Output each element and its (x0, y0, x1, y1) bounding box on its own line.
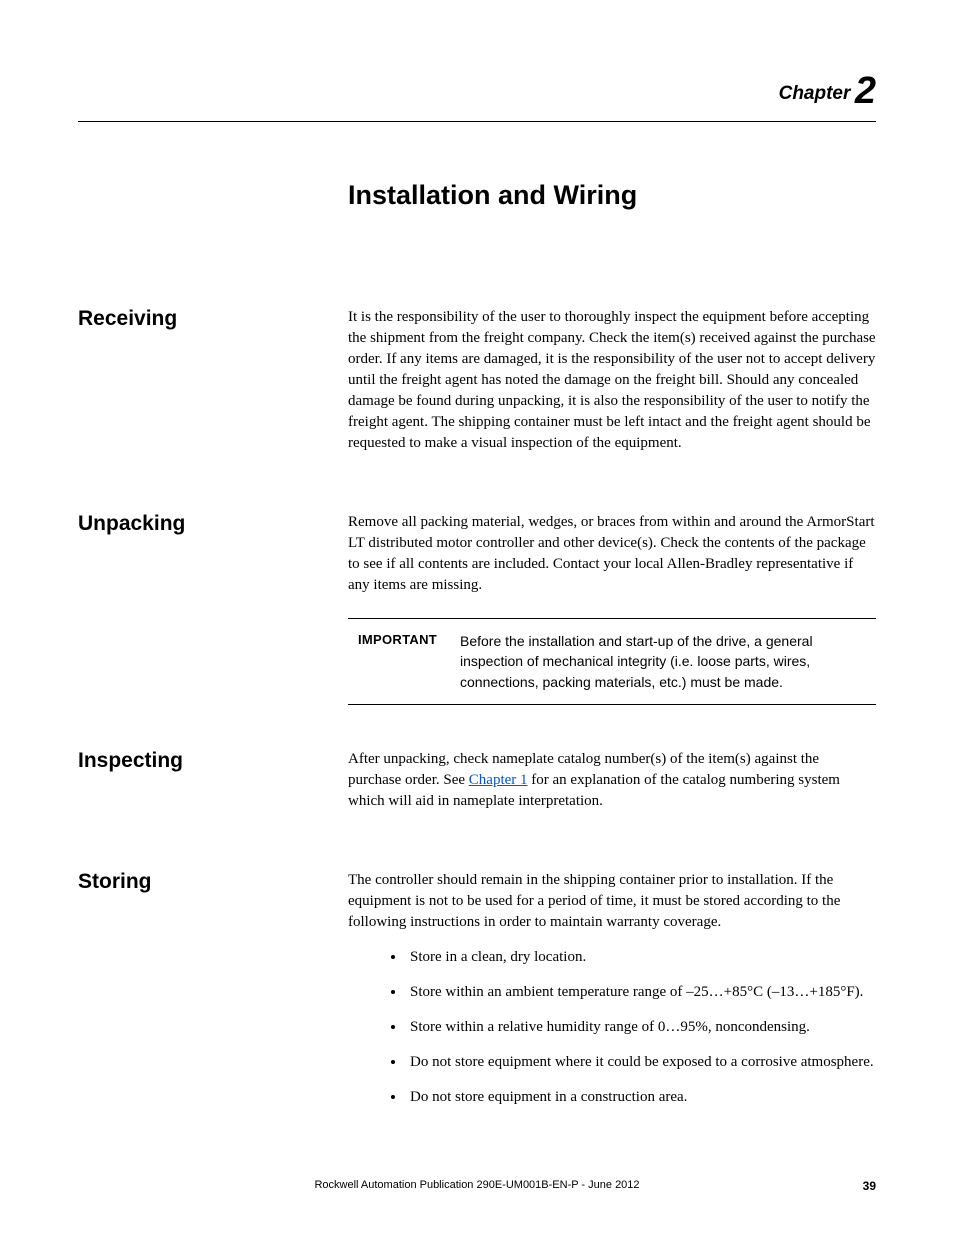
heading-unpacking: Unpacking (78, 512, 348, 705)
footer: Rockwell Automation Publication 290E-UM0… (78, 1179, 876, 1191)
callout-label: IMPORTANT (358, 631, 460, 692)
list-item: Store in a clean, dry location. (406, 947, 876, 968)
heading-inspecting: Inspecting (78, 749, 348, 826)
body-receiving: It is the responsibility of the user to … (348, 307, 876, 454)
important-callout: IMPORTANT Before the installation and st… (348, 618, 876, 705)
section-storing: Storing The controller should remain in … (78, 870, 876, 1122)
chapter-number: 2 (855, 70, 876, 112)
list-item: Do not store equipment where it could be… (406, 1052, 876, 1073)
list-item: Store within a relative humidity range o… (406, 1017, 876, 1038)
body-inspecting: After unpacking, check nameplate catalog… (348, 749, 876, 812)
footer-page-number: 39 (863, 1179, 876, 1193)
body-unpacking: Remove all packing material, wedges, or … (348, 512, 876, 596)
heading-storing: Storing (78, 870, 348, 1122)
chapter-label: Chapter (779, 83, 851, 104)
section-receiving: Receiving It is the responsibility of th… (78, 307, 876, 468)
section-unpacking: Unpacking Remove all packing material, w… (78, 512, 876, 705)
page-title: Installation and Wiring (348, 180, 876, 211)
chapter-header: Chapter 2 (78, 70, 876, 113)
storing-bullets: Store in a clean, dry location. Store wi… (406, 947, 876, 1108)
callout-text: Before the installation and start-up of … (460, 631, 866, 692)
list-item: Do not store equipment in a construction… (406, 1087, 876, 1108)
heading-receiving: Receiving (78, 307, 348, 468)
header-rule (78, 121, 876, 122)
list-item: Store within an ambient temperature rang… (406, 982, 876, 1003)
section-inspecting: Inspecting After unpacking, check namepl… (78, 749, 876, 826)
footer-publication: Rockwell Automation Publication 290E-UM0… (78, 1179, 876, 1191)
body-storing-intro: The controller should remain in the ship… (348, 870, 876, 933)
chapter-1-link[interactable]: Chapter 1 (469, 772, 528, 788)
